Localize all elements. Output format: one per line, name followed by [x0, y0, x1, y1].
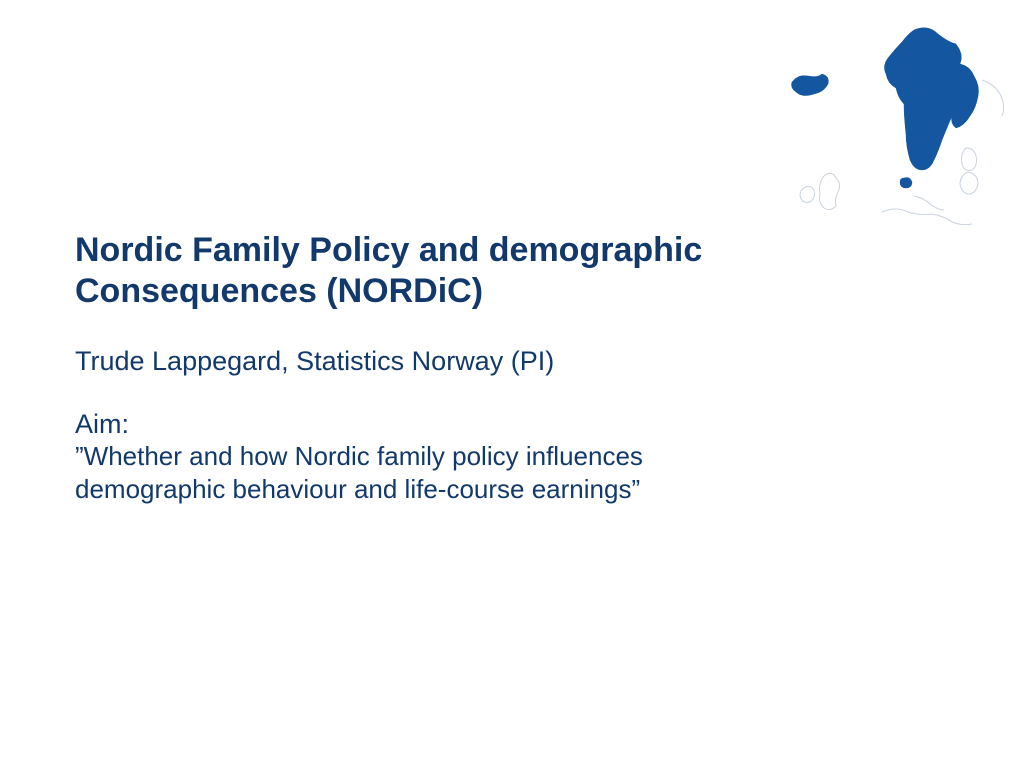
- russia-edge-outline: [982, 80, 1004, 116]
- aim-body: ”Whether and how Nordic family policy in…: [75, 440, 715, 508]
- uk-outline: [820, 173, 840, 209]
- continental-edge-outline: [882, 209, 972, 225]
- author-line: Trude Lappegard, Statistics Norway (PI): [75, 346, 715, 377]
- denmark-shape: [900, 178, 912, 189]
- nordic-map-svg: [764, 20, 1024, 250]
- nordic-map-graphic: [764, 20, 1024, 250]
- baltics-outline-1: [962, 148, 977, 170]
- baltics-outline-2: [960, 172, 978, 194]
- presentation-slide: Nordic Family Policy and demographic Con…: [0, 0, 1024, 768]
- ireland-outline: [800, 186, 815, 202]
- slide-text-content: Nordic Family Policy and demographic Con…: [75, 230, 715, 507]
- iceland-shape: [792, 74, 829, 96]
- aim-label: Aim:: [75, 409, 715, 440]
- slide-title: Nordic Family Policy and demographic Con…: [75, 230, 715, 312]
- germany-edge-outline: [914, 196, 944, 210]
